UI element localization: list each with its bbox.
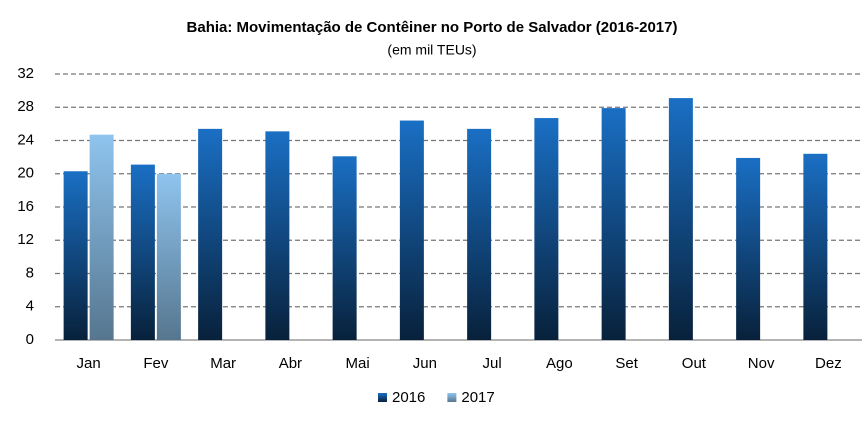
y-tick-label: 16 bbox=[17, 198, 34, 215]
x-tick-label: Nov bbox=[748, 355, 775, 372]
bar bbox=[601, 108, 626, 340]
bar bbox=[399, 120, 424, 340]
bar bbox=[803, 153, 828, 340]
x-tick-label: Mai bbox=[346, 355, 370, 372]
bar bbox=[130, 164, 155, 340]
x-tick-label: Out bbox=[682, 355, 707, 372]
chart-subtitle: (em mil TEUs) bbox=[387, 42, 476, 58]
bar bbox=[89, 134, 114, 340]
legend-label: 2017 bbox=[461, 389, 494, 406]
x-tick-label: Jun bbox=[413, 355, 437, 372]
x-tick-label: Abr bbox=[279, 355, 302, 372]
bar bbox=[668, 98, 693, 340]
x-tick-label: Dez bbox=[815, 355, 842, 372]
bar bbox=[156, 173, 181, 340]
legend-label: 2016 bbox=[392, 389, 425, 406]
legend-swatch bbox=[378, 393, 387, 402]
bar bbox=[736, 157, 761, 340]
bar bbox=[534, 118, 559, 341]
x-tick-label: Set bbox=[615, 355, 638, 372]
bar bbox=[63, 171, 88, 340]
y-tick-label: 8 bbox=[26, 264, 34, 281]
chart-title: Bahia: Movimentação de Contêiner no Port… bbox=[187, 19, 678, 36]
legend-swatch bbox=[447, 393, 457, 402]
y-tick-label: 28 bbox=[17, 98, 34, 115]
bar bbox=[332, 156, 357, 340]
bar bbox=[265, 131, 290, 340]
bar bbox=[198, 128, 223, 340]
x-tick-label: Jul bbox=[483, 355, 502, 372]
y-tick-label: 12 bbox=[17, 231, 34, 248]
x-tick-label: Jan bbox=[77, 355, 101, 372]
y-tick-label: 32 bbox=[17, 65, 34, 82]
y-tick-label: 4 bbox=[26, 298, 34, 315]
x-tick-label: Mar bbox=[210, 355, 236, 372]
x-tick-label: Ago bbox=[546, 355, 573, 372]
y-tick-label: 20 bbox=[17, 165, 34, 182]
x-tick-label: Fev bbox=[143, 355, 169, 372]
bar bbox=[467, 128, 492, 340]
y-tick-label: 24 bbox=[17, 131, 34, 148]
y-tick-label: 0 bbox=[26, 331, 34, 348]
